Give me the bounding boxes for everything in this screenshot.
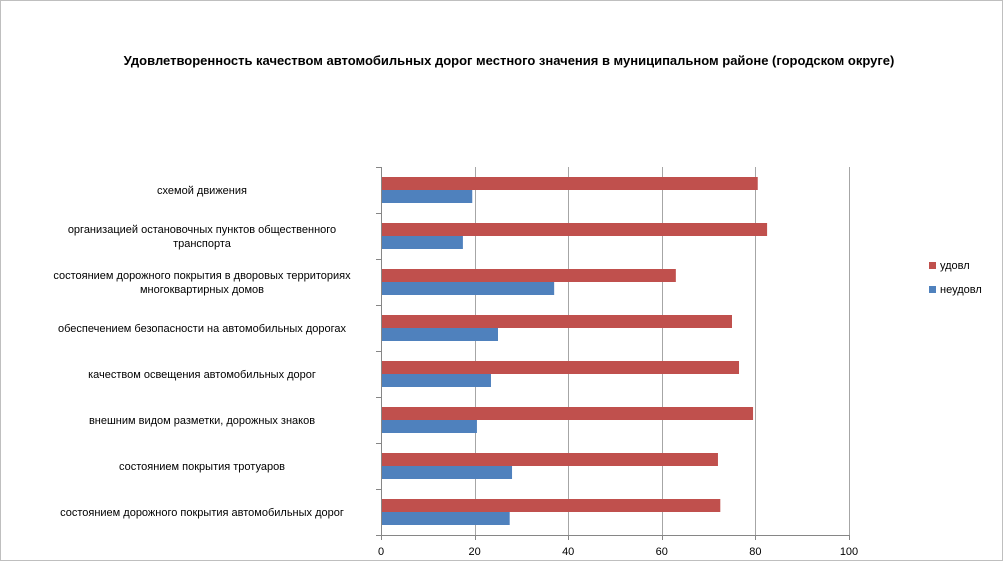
- bar-udovl: [381, 223, 768, 236]
- bar-udovl: [381, 315, 732, 328]
- bar-neudovl: [381, 236, 463, 249]
- bar-neudovl: [381, 328, 498, 341]
- bars: [381, 177, 768, 525]
- bar-neudovl: [381, 466, 513, 479]
- x-tick-label: 60: [656, 546, 668, 558]
- bar-neudovl: [381, 374, 491, 387]
- x-tick-label: 20: [468, 546, 480, 558]
- category-label: состоянием дорожного покрытия в дворовых…: [53, 270, 351, 296]
- category-label: обеспечением безопасности на автомобильн…: [58, 323, 346, 335]
- category-label: состоянием покрытия тротуаров: [119, 461, 285, 473]
- bar-udovl: [381, 407, 754, 420]
- x-tick-label: 80: [749, 546, 761, 558]
- category-labels: схемой движения организацией остановочных…: [53, 185, 351, 519]
- legend-label-neudovl: неудовл: [940, 284, 982, 296]
- category-label: внешним видом разметки, дорожных знаков: [89, 415, 315, 427]
- bar-neudovl: [381, 512, 510, 525]
- bar-udovl: [381, 177, 758, 190]
- axes: [376, 167, 850, 540]
- category-label: качеством освещения автомобильных дорог: [88, 369, 316, 381]
- bar-neudovl: [381, 420, 477, 433]
- legend-label-udovl: удовл: [940, 260, 970, 272]
- chart-title: Удовлетворенность качеством автомобильны…: [124, 53, 895, 68]
- bar-udovl: [381, 269, 676, 282]
- x-tick-label: 100: [840, 546, 858, 558]
- bar-udovl: [381, 453, 718, 466]
- x-tick-label: 40: [562, 546, 574, 558]
- legend-swatch-udovl: [929, 262, 936, 269]
- legend: удовл неудовл: [929, 260, 982, 296]
- bar-neudovl: [381, 190, 473, 203]
- bar-udovl: [381, 499, 721, 512]
- legend-swatch-neudovl: [929, 286, 936, 293]
- x-tick-label: 0: [378, 546, 384, 558]
- gridlines: [475, 167, 850, 535]
- bar-neudovl: [381, 282, 555, 295]
- category-label: организацией остановочных пунктов общест…: [68, 224, 336, 250]
- x-tick-labels: 0 20 40 60 80 100: [378, 546, 858, 558]
- category-label: состоянием дорожного покрытия автомобиль…: [60, 507, 344, 519]
- bar-udovl: [381, 361, 740, 374]
- category-label: схемой движения: [157, 185, 247, 197]
